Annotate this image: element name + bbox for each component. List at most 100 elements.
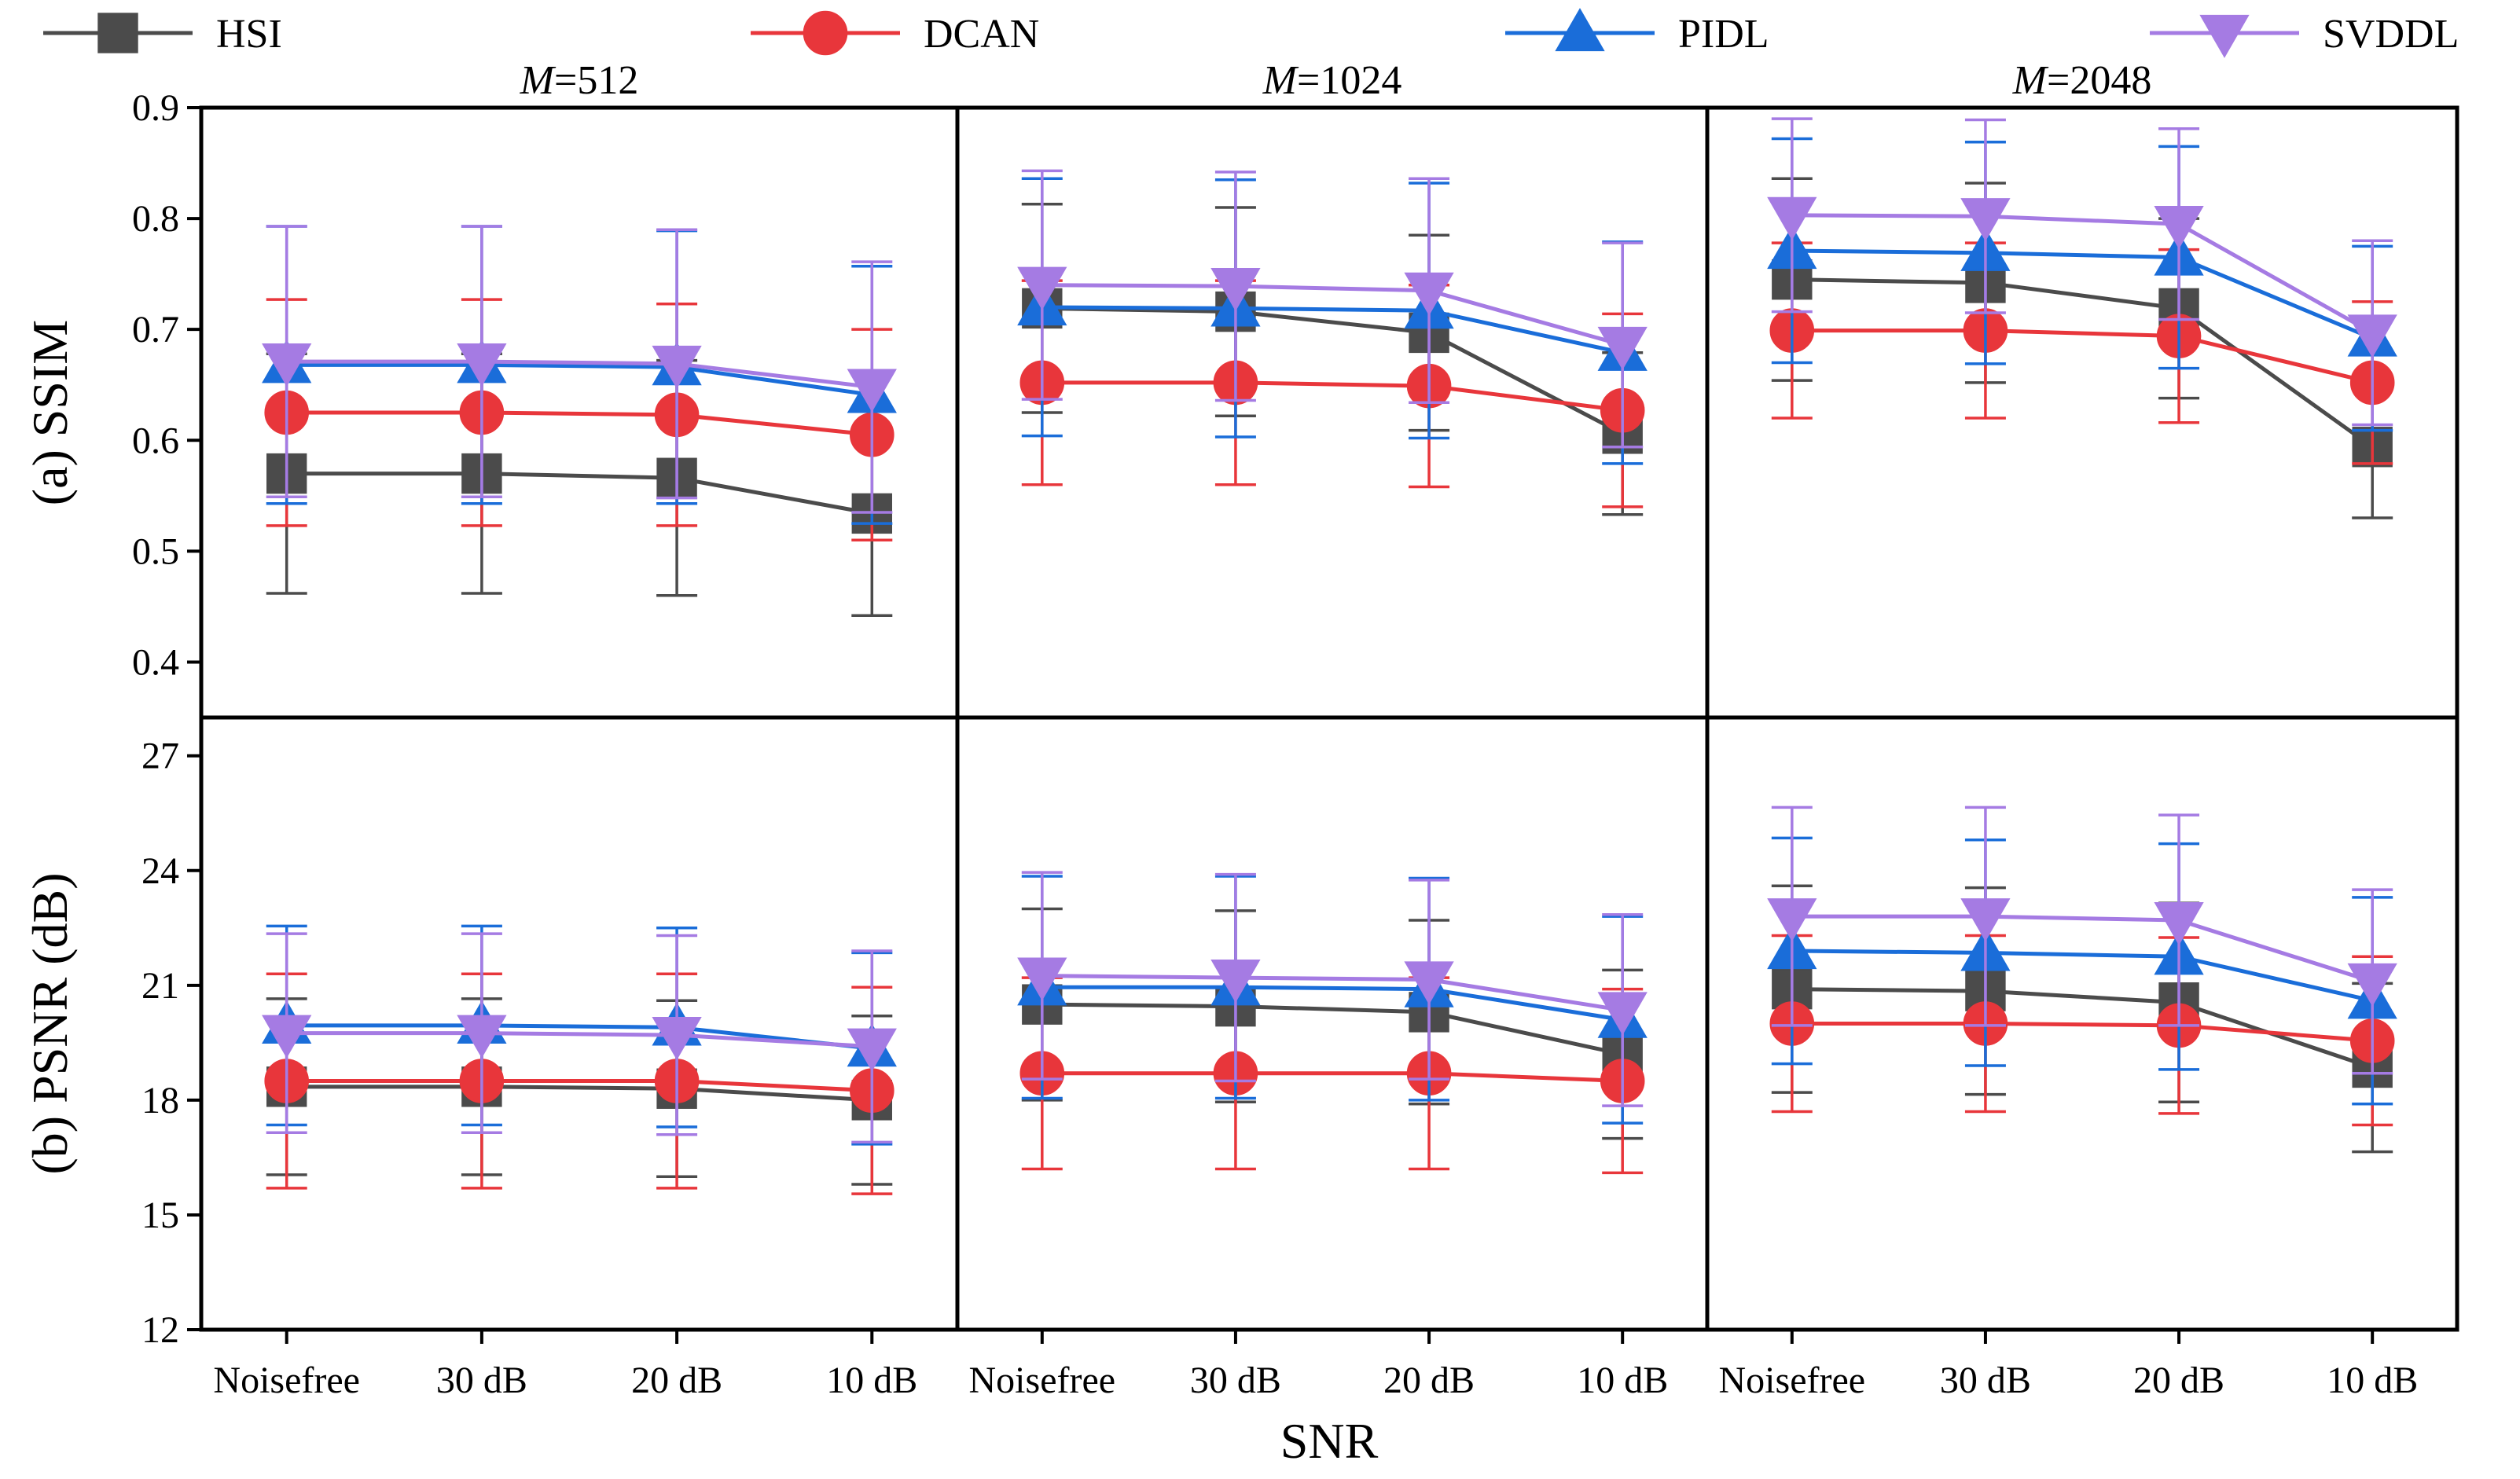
x-tick-label: 30 dB (1190, 1360, 1281, 1401)
x-tick-label: Noisefree (969, 1360, 1116, 1401)
series-dcan (1769, 934, 2395, 1127)
series-svddl (1767, 806, 2397, 1075)
series-line-dcan (286, 1079, 872, 1093)
legend-marker-svddl (2199, 14, 2250, 58)
panel-r1-c2: M=1024 (955, 58, 1710, 720)
data-point-svddl (262, 343, 312, 387)
data-point-svddl (457, 1015, 507, 1059)
y-tick-label: 0.6 (132, 420, 179, 461)
y-tick-label: 0.4 (132, 641, 179, 683)
data-point-svddl (847, 1028, 897, 1072)
series-line-dcan (1041, 380, 1623, 413)
panel-title-variable: M (520, 58, 557, 103)
y-tick-label: 12 (141, 1309, 179, 1351)
data-point-svddl (2347, 963, 2397, 1007)
data-point-svddl (2347, 314, 2397, 358)
series-line-svddl (1041, 283, 1623, 347)
data-point-svddl (262, 1015, 312, 1059)
y-axis-title: (b) PSNR (dB) (22, 872, 78, 1174)
data-point-svddl (652, 1017, 702, 1061)
panel-frame (1705, 105, 2459, 720)
series-line-svddl (1791, 914, 2373, 984)
y-tick-label: 18 (141, 1080, 179, 1121)
panel-title: M=1024 (1262, 58, 1402, 103)
data-point-svddl (1767, 898, 1817, 942)
series-line-dcan (286, 410, 872, 437)
x-tick-label: 20 dB (631, 1360, 722, 1401)
y-tick-label: 0.5 (132, 530, 179, 572)
legend-item-svddl: SVDDL (2150, 12, 2459, 58)
series-line-pidl (286, 362, 872, 397)
y-tick-label: 24 (141, 850, 179, 892)
data-point-svddl (2154, 206, 2204, 250)
x-axis-title: SNR (1280, 1413, 1379, 1469)
panel-frame (955, 105, 1710, 720)
series-pidl (1767, 137, 2397, 432)
series-pidl (1767, 836, 2397, 1106)
series-line-dcan (1791, 328, 2373, 385)
panel-title-variable: M (2012, 58, 2049, 103)
series-svddl (262, 932, 897, 1144)
series-line-hsi (286, 472, 872, 516)
series-line-hsi (286, 1084, 872, 1103)
data-point-svddl (1017, 266, 1067, 310)
series-hsi (1021, 907, 1644, 1140)
data-point-svddl (2154, 901, 2204, 945)
legend-item-pidl: PIDL (1505, 8, 1769, 57)
y-axis-title: (a) SSIM (22, 320, 78, 505)
series-svddl (1767, 117, 2397, 427)
data-point-svddl (1597, 992, 1648, 1036)
y-tick-label: 27 (141, 736, 179, 777)
y-tick-label: 0.9 (132, 87, 179, 129)
panel-title-variable: M (1262, 58, 1299, 103)
data-point-svddl (1960, 898, 2011, 942)
series-hsi (1021, 202, 1644, 516)
y-tick-label: 0.8 (132, 198, 179, 240)
legend-label: PIDL (1678, 12, 1769, 57)
panel-r1-c3: M=2048 (1705, 58, 2459, 720)
series-dcan (1019, 976, 1645, 1175)
y-tick-label: 15 (141, 1195, 179, 1236)
legend-item-dcan: DCAN (751, 10, 1039, 57)
series-line-svddl (286, 359, 872, 390)
data-point-svddl (457, 343, 507, 387)
series-svddl (1017, 169, 1648, 449)
series-dcan (264, 298, 894, 542)
panel-frame (1705, 715, 2459, 1332)
series-line-dcan (1791, 1022, 2373, 1043)
x-tick-label: 20 dB (1383, 1360, 1475, 1401)
x-tick-label: 10 dB (1577, 1360, 1668, 1401)
series-line-hsi (1791, 277, 2374, 449)
data-point-svddl (652, 345, 702, 389)
series-line-pidl (1791, 949, 2373, 1003)
series-line-hsi (1041, 1002, 1623, 1056)
x-tick-label: Noisefree (1719, 1360, 1866, 1401)
panel-title-value: =1024 (1297, 58, 1401, 103)
x-tick-label: 10 dB (826, 1360, 917, 1401)
series-line-svddl (286, 1031, 872, 1049)
panel-title: M=2048 (2012, 58, 2152, 103)
x-tick-label: Noisefree (213, 1360, 360, 1401)
series-svddl (262, 225, 897, 514)
series-line-hsi (1791, 987, 2373, 1070)
panel-frame (955, 715, 1710, 1332)
legend-label: SVDDL (2323, 12, 2459, 57)
series-line-pidl (1041, 305, 1623, 355)
legend-label: HSI (216, 12, 282, 57)
panel-r2-c2: Noisefree 30 dB 20 dB 10 dB (955, 715, 1710, 1401)
series-line-svddl (1791, 213, 2374, 335)
legend-item-hsi: HSI (43, 12, 282, 57)
series-pidl (262, 225, 897, 525)
y-tick-label: 0.7 (132, 309, 179, 350)
data-point-svddl (1597, 326, 1648, 370)
legend-label: DCAN (924, 12, 1039, 57)
panel-r1-c1: 0.4 0.5 0.6 0.7 0.8 0.9 M=512 (132, 58, 960, 720)
series-dcan (1769, 241, 2395, 465)
x-tick-label: 20 dB (2133, 1360, 2224, 1401)
data-point-svddl (1404, 961, 1454, 1005)
data-point-svddl (847, 369, 897, 413)
x-tick-label: 30 dB (1940, 1360, 2031, 1401)
series-svddl (1017, 871, 1648, 1107)
